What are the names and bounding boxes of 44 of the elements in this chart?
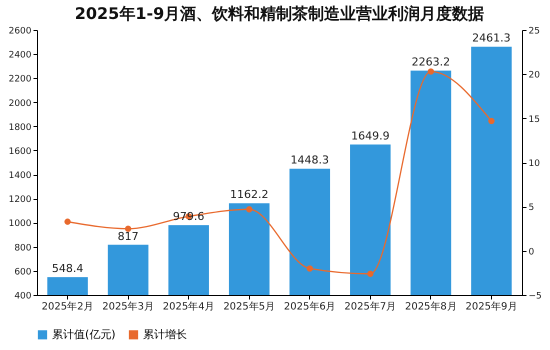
data-label: 2263.2 bbox=[412, 56, 450, 69]
data-label: 1448.3 bbox=[290, 154, 330, 167]
y-tick-label: 1400 bbox=[8, 171, 32, 182]
data-label: 548.4 bbox=[52, 262, 84, 276]
y-tick-label: 2400 bbox=[8, 50, 32, 61]
x-tick-label: 2025年5月 bbox=[223, 300, 276, 312]
y2-tick-label: 20 bbox=[528, 70, 540, 81]
legend-label: 累计值(亿元) bbox=[52, 328, 116, 341]
point bbox=[367, 270, 374, 277]
y-tick-label: 2600 bbox=[8, 26, 32, 36]
y-tick-label: 800 bbox=[14, 243, 32, 254]
y-tick-label: 600 bbox=[14, 267, 32, 278]
y-tick-label: 400 bbox=[14, 292, 32, 302]
point bbox=[488, 118, 495, 124]
x-tick-label: 2025年2月 bbox=[42, 300, 94, 312]
data-label: 817 bbox=[118, 230, 139, 243]
x-tick-label: 2025年9月 bbox=[466, 300, 518, 312]
x-tick-label: 2025年3月 bbox=[102, 300, 154, 312]
x-tick-label: 2025年6月 bbox=[284, 300, 336, 312]
point bbox=[124, 226, 132, 232]
data-label: 2461.3 bbox=[472, 32, 511, 45]
y-tick-label: 2200 bbox=[8, 74, 32, 85]
y2-tick-label: 25 bbox=[528, 26, 540, 36]
y2-tick-label: 0 bbox=[528, 247, 534, 258]
y2-tick-label: 15 bbox=[528, 114, 540, 125]
legend-label: 累计增长 bbox=[143, 328, 187, 341]
y-tick-label: 1000 bbox=[8, 219, 32, 230]
point bbox=[306, 265, 313, 272]
y-tick-label: 1600 bbox=[8, 146, 32, 157]
y2-tick-label: −5 bbox=[528, 292, 542, 302]
point bbox=[246, 206, 252, 212]
x-tick-label: 2025年4月 bbox=[162, 300, 215, 312]
y2-tick-label: 5 bbox=[528, 203, 534, 214]
data-label: 1162.2 bbox=[230, 188, 268, 202]
y-tick-label: 2000 bbox=[8, 98, 32, 109]
point bbox=[428, 68, 434, 75]
y-tick-label: 1800 bbox=[8, 122, 32, 133]
x-tick-label: 2025年7月 bbox=[344, 300, 396, 312]
x-tick-label: 2025年8月 bbox=[404, 300, 457, 312]
chart-title: 2025年1-9月酒、饮料和精制茶制造业营业利润月度数据 bbox=[74, 4, 484, 23]
point bbox=[64, 218, 71, 225]
y-tick-label: 1200 bbox=[8, 195, 32, 206]
data-label: 1649.9 bbox=[351, 129, 390, 142]
y2-tick-label: 10 bbox=[528, 159, 540, 169]
